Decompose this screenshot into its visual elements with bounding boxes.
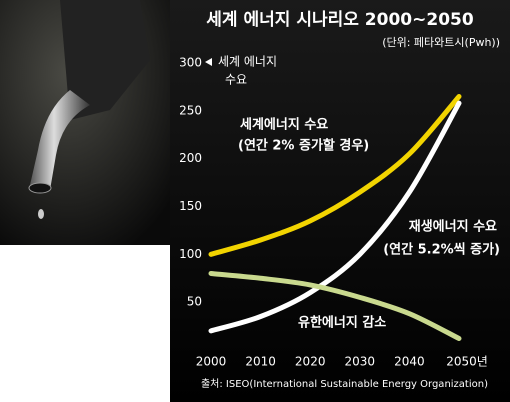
x-tick-label: 2010 <box>245 355 276 369</box>
x-tick-label: 2050년 <box>446 355 488 369</box>
x-tick-label: 2020 <box>295 355 326 369</box>
y-tick-label: 150 <box>179 199 202 213</box>
series-line <box>208 93 462 257</box>
photo <box>0 0 170 245</box>
y-tick-label: 200 <box>179 151 202 165</box>
series-note: (연간 5.2%씩 증가) <box>383 242 500 258</box>
series-line <box>208 100 462 334</box>
series-note: (연간 2% 증가할 경우) <box>238 138 369 154</box>
chart-title: 세계 에너지 시나리오 2000~2050 <box>206 10 474 30</box>
chart-subtitle: (단위: 페타와트시(Pwh)) <box>382 36 500 49</box>
series-label: 재생에너지 수요 <box>409 219 497 235</box>
y-axis-label: 세계 에너지 <box>218 55 277 69</box>
y-tick-label: 50 <box>187 295 202 309</box>
y-tick-label: 250 <box>179 103 202 117</box>
x-tick-label: 2040 <box>394 355 425 369</box>
series-label: 유한에너지 감소 <box>298 315 386 331</box>
source: 출처: ISEO(International Sustainable Energ… <box>201 378 488 390</box>
y-axis-label: 수요 <box>225 73 247 87</box>
series-line <box>208 270 462 342</box>
y-label-arrow <box>205 58 212 66</box>
y-tick-label: 300 <box>179 56 202 70</box>
y-tick-label: 100 <box>179 247 202 261</box>
x-tick-label: 2000 <box>196 355 227 369</box>
series-label: 세계에너지 수요 <box>240 117 328 133</box>
x-tick-label: 2030 <box>345 355 376 369</box>
